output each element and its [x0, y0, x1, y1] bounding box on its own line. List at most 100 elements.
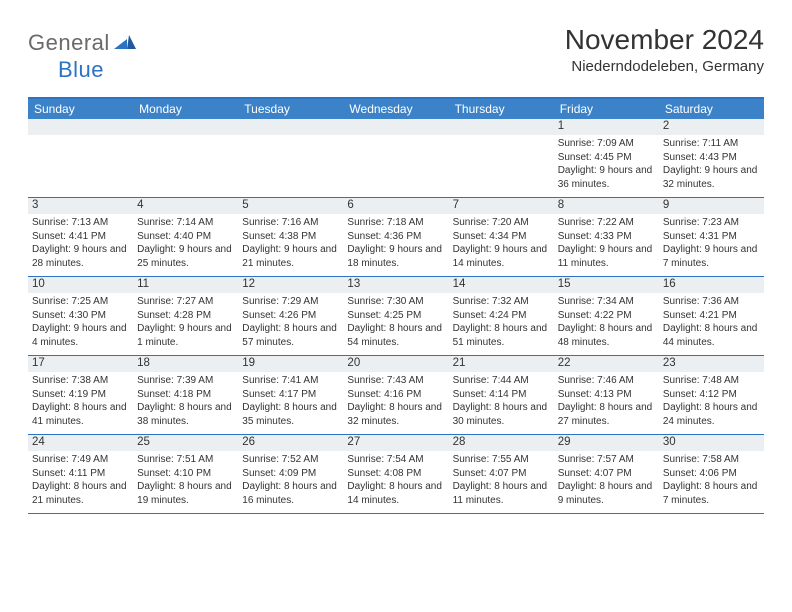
day-number: 9: [659, 198, 764, 214]
sunset-text: Sunset: 4:21 PM: [663, 309, 760, 323]
day-cell: Sunrise: 7:11 AMSunset: 4:43 PMDaylight:…: [659, 135, 764, 197]
week-daynum-strip: 3456789: [28, 198, 764, 214]
day-number: 21: [449, 356, 554, 372]
daylight-text: Daylight: 8 hours and 54 minutes.: [347, 322, 444, 349]
day-cell: Sunrise: 7:18 AMSunset: 4:36 PMDaylight:…: [343, 214, 448, 276]
day-number: 27: [343, 435, 448, 451]
sunset-text: Sunset: 4:45 PM: [558, 151, 655, 165]
sunrise-text: Sunrise: 7:29 AM: [242, 295, 339, 309]
weekday-thu: Thursday: [449, 99, 554, 119]
sunset-text: Sunset: 4:22 PM: [558, 309, 655, 323]
sunrise-text: Sunrise: 7:11 AM: [663, 137, 760, 151]
sunrise-text: Sunrise: 7:39 AM: [137, 374, 234, 388]
day-number: [28, 119, 133, 135]
sunset-text: Sunset: 4:26 PM: [242, 309, 339, 323]
day-cell: Sunrise: 7:46 AMSunset: 4:13 PMDaylight:…: [554, 372, 659, 434]
sunset-text: Sunset: 4:11 PM: [32, 467, 129, 481]
day-cell: Sunrise: 7:43 AMSunset: 4:16 PMDaylight:…: [343, 372, 448, 434]
day-cell: Sunrise: 7:30 AMSunset: 4:25 PMDaylight:…: [343, 293, 448, 355]
day-cell: [449, 135, 554, 197]
day-number: 17: [28, 356, 133, 372]
daylight-text: Daylight: 8 hours and 14 minutes.: [347, 480, 444, 507]
week-row: Sunrise: 7:49 AMSunset: 4:11 PM Daylight:…: [28, 451, 764, 514]
day-number: [449, 119, 554, 135]
day-cell: Sunrise: 7:44 AMSunset: 4:14 PMDaylight:…: [449, 372, 554, 434]
day-cell: Sunrise: 7:41 AMSunset: 4:17 PMDaylight:…: [238, 372, 343, 434]
sunset-text: Sunset: 4:07 PM: [453, 467, 550, 481]
weekday-header-row: Sunday Monday Tuesday Wednesday Thursday…: [28, 99, 764, 119]
daylight-text: Daylight: 9 hours and 18 minutes.: [347, 243, 444, 270]
sunset-text: Sunset: 4:19 PM: [32, 388, 129, 402]
day-cell: Sunrise: 7:36 AMSunset: 4:21 PMDaylight:…: [659, 293, 764, 355]
sunrise-text: Sunrise: 7:49 AM: [32, 453, 129, 467]
sunrise-text: Sunrise: 7:09 AM: [558, 137, 655, 151]
sunrise-text: Sunrise: 7:16 AM: [242, 216, 339, 230]
day-cell: Sunrise: 7:32 AMSunset: 4:24 PMDaylight:…: [449, 293, 554, 355]
weekday-fri: Friday: [554, 99, 659, 119]
day-cell: Sunrise: 7:16 AMSunset: 4:38 PMDaylight:…: [238, 214, 343, 276]
day-cell: [133, 135, 238, 197]
daylight-text: Daylight: 8 hours and 44 minutes.: [663, 322, 760, 349]
calendar-grid: Sunday Monday Tuesday Wednesday Thursday…: [28, 97, 764, 514]
day-number: [343, 119, 448, 135]
title-block: November 2024 Niederndodeleben, Germany: [565, 24, 764, 75]
sunset-text: Sunset: 4:24 PM: [453, 309, 550, 323]
day-cell: Sunrise: 7:20 AMSunset: 4:34 PMDaylight:…: [449, 214, 554, 276]
weekday-tue: Tuesday: [238, 99, 343, 119]
week-row: Sunrise: 7:38 AMSunset: 4:19 PMDaylight:…: [28, 372, 764, 435]
daylight-text: Daylight: 8 hours and 57 minutes.: [242, 322, 339, 349]
sunrise-text: Sunrise: 7:32 AM: [453, 295, 550, 309]
daylight-text: Daylight: 9 hours and 11 minutes.: [558, 243, 655, 270]
sunset-text: Sunset: 4:33 PM: [558, 230, 655, 244]
weekday-sun: Sunday: [28, 99, 133, 119]
week-row: Sunrise: 7:09 AMSunset: 4:45 PMDaylight:…: [28, 135, 764, 198]
sunrise-text: Sunrise: 7:44 AM: [453, 374, 550, 388]
sunset-text: Sunset: 4:30 PM: [32, 309, 129, 323]
brand-mark-icon: [114, 32, 136, 55]
day-number: 28: [449, 435, 554, 451]
brand-suffix: Blue: [58, 57, 104, 83]
brand-name: General: [28, 30, 110, 56]
day-cell: [343, 135, 448, 197]
day-number: 12: [238, 277, 343, 293]
day-number: 18: [133, 356, 238, 372]
sunset-text: Sunset: 4:40 PM: [137, 230, 234, 244]
day-number: 13: [343, 277, 448, 293]
sunset-text: Sunset: 4:06 PM: [663, 467, 760, 481]
day-number: 16: [659, 277, 764, 293]
day-cell: Sunrise: 7:14 AMSunset: 4:40 PMDaylight:…: [133, 214, 238, 276]
day-cell: Sunrise: 7:27 AMSunset: 4:28 PMDaylight:…: [133, 293, 238, 355]
sunrise-text: Sunrise: 7:13 AM: [32, 216, 129, 230]
sunset-text: Sunset: 4:36 PM: [347, 230, 444, 244]
day-cell: Sunrise: 7:34 AMSunset: 4:22 PMDaylight:…: [554, 293, 659, 355]
sunrise-text: Sunrise: 7:43 AM: [347, 374, 444, 388]
sunset-text: Sunset: 4:25 PM: [347, 309, 444, 323]
daylight-text: Daylight: 8 hours and 35 minutes.: [242, 401, 339, 428]
sunrise-text: Sunrise: 7:14 AM: [137, 216, 234, 230]
weeks-container: 12Sunrise: 7:09 AMSunset: 4:45 PMDayligh…: [28, 119, 764, 514]
sunset-text: Sunset: 4:38 PM: [242, 230, 339, 244]
day-number: 20: [343, 356, 448, 372]
sunrise-text: Sunrise: 7:48 AM: [663, 374, 760, 388]
day-number: 2: [659, 119, 764, 135]
sunset-text: Sunset: 4:08 PM: [347, 467, 444, 481]
day-cell: Sunrise: 7:38 AMSunset: 4:19 PMDaylight:…: [28, 372, 133, 434]
daylight-text: Daylight: 8 hours and 38 minutes.: [137, 401, 234, 428]
sunset-text: Sunset: 4:14 PM: [453, 388, 550, 402]
day-number: 8: [554, 198, 659, 214]
day-cell: Sunrise: 7:22 AMSunset: 4:33 PMDaylight:…: [554, 214, 659, 276]
day-number: 15: [554, 277, 659, 293]
sunset-text: Sunset: 4:12 PM: [663, 388, 760, 402]
sunrise-text: Sunrise: 7:18 AM: [347, 216, 444, 230]
day-number: 25: [133, 435, 238, 451]
week-daynum-strip: 17181920212223: [28, 356, 764, 372]
daylight-text: Daylight: 9 hours and 1 minute.: [137, 322, 234, 349]
weekday-mon: Monday: [133, 99, 238, 119]
day-number: 30: [659, 435, 764, 451]
day-cell: Sunrise: 7:58 AMSunset: 4:06 PMDaylight:…: [659, 451, 764, 513]
daylight-text: Daylight: 8 hours and 51 minutes.: [453, 322, 550, 349]
daylight-text: Daylight: 9 hours and 14 minutes.: [453, 243, 550, 270]
day-cell: Sunrise: 7:23 AMSunset: 4:31 PMDaylight:…: [659, 214, 764, 276]
sunrise-text: Sunrise: 7:30 AM: [347, 295, 444, 309]
sunset-text: Sunset: 4:18 PM: [137, 388, 234, 402]
